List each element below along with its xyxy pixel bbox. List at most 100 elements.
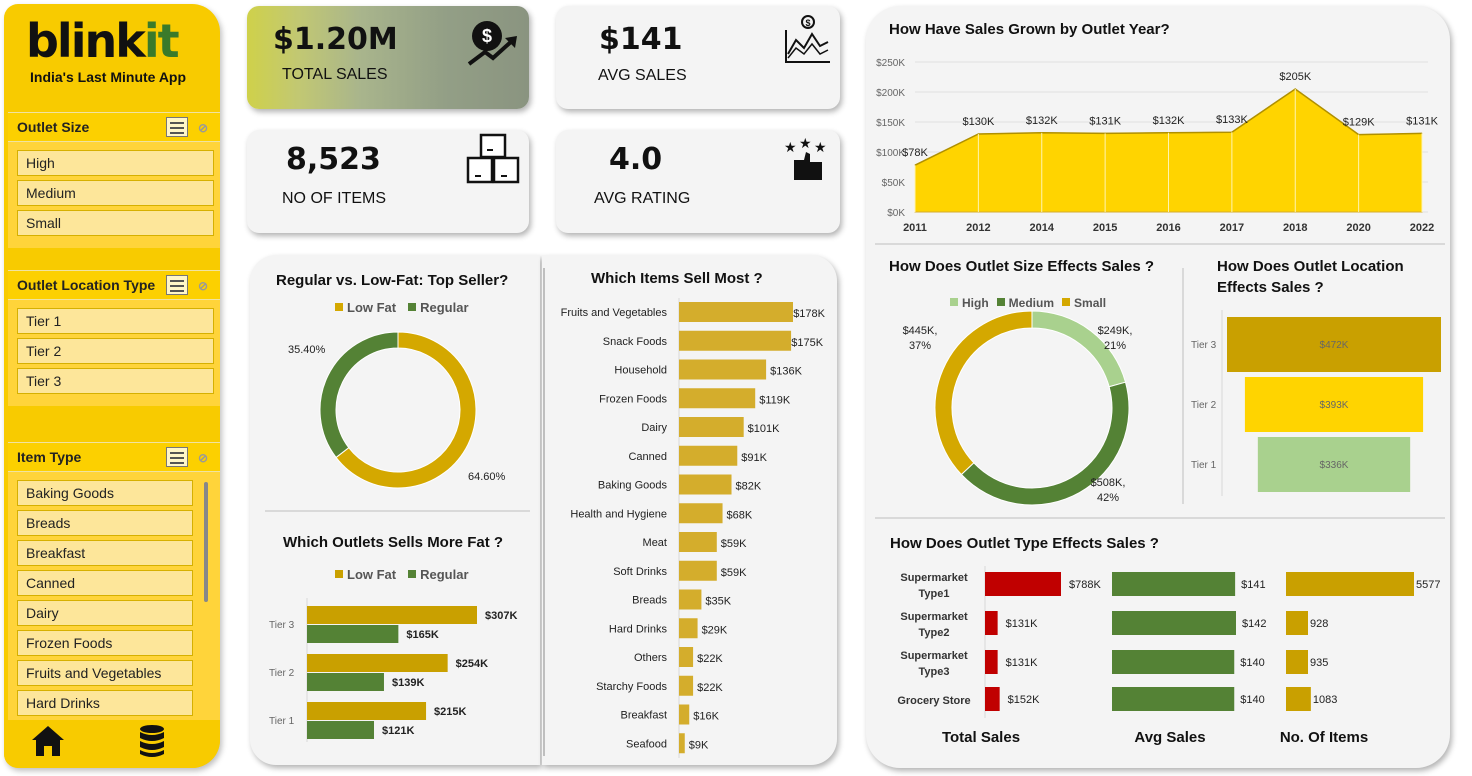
legend-swatch: [408, 570, 417, 578]
data-label: $165K: [406, 629, 438, 641]
data-label: $101K: [748, 423, 780, 435]
slicer-item-tier3[interactable]: Tier 3: [17, 368, 214, 394]
kpi-avg-sales: $141 AVG SALES $: [556, 6, 840, 109]
outlet-fat-bar-chart: Tier 3 $307K $165K Tier 2 $254K $139K Tier 1 $2…: [269, 598, 517, 742]
data-label: 35.40%: [288, 344, 326, 356]
bar-no-of-items: [1286, 572, 1414, 596]
slicer-item-tier1[interactable]: Tier 1: [17, 308, 214, 334]
items-bar-chart: Fruits and Vegetables $178K Snack Foods $17…: [561, 298, 826, 758]
legend-label: Medium: [1008, 296, 1055, 310]
slicer-scrollbar[interactable]: [204, 482, 208, 602]
data-label: 935: [1310, 657, 1328, 669]
slicer-item-baking-goods[interactable]: Baking Goods: [17, 480, 193, 506]
slicer-outlet-location: Outlet Location Type ⊘ Tier 1 Tier 2 Tie…: [8, 270, 220, 406]
category-label: Hard Drinks: [609, 623, 668, 635]
svg-text:★: ★: [814, 139, 827, 155]
data-label: $35K: [705, 596, 731, 608]
data-label: $78K: [902, 147, 928, 159]
legend-swatch: [335, 303, 343, 311]
bar-low-fat: [307, 702, 427, 720]
data-label: $59K: [721, 538, 747, 550]
multi-select-icon[interactable]: [166, 275, 188, 295]
slicer-header: Outlet Location Type ⊘: [8, 270, 220, 300]
multi-select-icon[interactable]: [166, 117, 188, 137]
data-label: $141: [1241, 579, 1265, 591]
category-label: Tier 3: [269, 620, 295, 631]
category-label: Others: [634, 652, 668, 664]
outlet-fat-legend: Low Fat Regular: [335, 567, 469, 582]
data-label: $121K: [382, 725, 414, 737]
blinkit-logo: blinkit: [26, 14, 180, 68]
size-donut-chart: $249K, 21% $508K, 42% $445K, 37%: [903, 310, 1132, 506]
items-chart-title: Which Items Sell Most ?: [591, 270, 763, 287]
column-title: Avg Sales: [1134, 729, 1205, 746]
slicer-item-breakfast[interactable]: Breakfast: [17, 540, 193, 566]
data-label: $205K: [1279, 71, 1311, 83]
clear-filter-icon[interactable]: ⊘: [198, 121, 209, 135]
legend-label: Small: [1074, 296, 1107, 310]
bar-item: [679, 388, 756, 409]
data-label: 37%: [909, 340, 931, 352]
kpi-label: AVG RATING: [594, 190, 691, 207]
category-label: Health and Hygiene: [570, 508, 667, 520]
data-label: $16K: [693, 711, 719, 723]
data-label: $215K: [434, 706, 466, 718]
slicer-item-frozen-foods[interactable]: Frozen Foods: [17, 630, 193, 656]
bar-item: [679, 474, 732, 495]
data-label: $9K: [689, 739, 709, 751]
bar-item: [679, 503, 723, 524]
category-label: Starchy Foods: [596, 681, 667, 693]
x-tick-label: 2022: [1410, 222, 1434, 234]
category-label: Grocery Store: [897, 695, 970, 707]
slicer-item-small[interactable]: Small: [17, 210, 214, 236]
fat-chart-title: Regular vs. Low-Fat: Top Seller?: [276, 272, 509, 289]
panel-divider: [1182, 268, 1184, 504]
data-label: $68K: [727, 509, 753, 521]
x-tick-label: 2012: [966, 222, 990, 234]
panel-divider: [875, 243, 1445, 245]
slicer-item-tier2[interactable]: Tier 2: [17, 338, 214, 364]
kpi-avg-rating: 4.0 AVG RATING ★ ★ ★: [556, 130, 840, 233]
data-label: $131K: [1006, 618, 1038, 630]
bar-regular: [307, 673, 384, 691]
slicer-item-breads[interactable]: Breads: [17, 510, 193, 536]
category-label: Dairy: [641, 422, 667, 434]
x-tick-label: 2020: [1346, 222, 1370, 234]
slicer-outlet-size: Outlet Size ⊘ High Medium Small: [8, 112, 220, 248]
category-label: Type2: [919, 627, 950, 639]
panel-divider: [543, 268, 545, 756]
slicer-item-high[interactable]: High: [17, 150, 214, 176]
location-funnel-chart: Tier 3 $472K Tier 2 $393K Tier 1 $336K: [1191, 310, 1441, 496]
legend-label: Low Fat: [347, 567, 397, 582]
data-label: $139K: [392, 677, 424, 689]
database-icon[interactable]: [138, 724, 166, 758]
data-label: $131K: [1406, 115, 1438, 127]
data-label: $142: [1242, 618, 1266, 630]
column-title: Total Sales: [942, 729, 1020, 746]
donut-slice-low-fat: [335, 331, 477, 489]
slicer-item-dairy[interactable]: Dairy: [17, 600, 193, 626]
boxes-icon: [466, 133, 520, 184]
category-label: Fruits and Vegetables: [561, 307, 668, 319]
data-label: $307K: [485, 610, 517, 622]
legend-label: Low Fat: [347, 300, 397, 315]
fat-donut-chart: 64.60% 35.40%: [288, 331, 506, 489]
kpi-value: $1.20M: [273, 22, 398, 57]
nav-bar: [4, 720, 220, 768]
data-label: 928: [1310, 618, 1328, 630]
slicer-item-medium[interactable]: Medium: [17, 180, 214, 206]
slicer-item-canned[interactable]: Canned: [17, 570, 193, 596]
slicer-item-fruits-veg[interactable]: Fruits and Vegetables: [17, 660, 193, 686]
location-chart-title: How Does Outlet Location: [1217, 258, 1404, 275]
clear-filter-icon[interactable]: ⊘: [198, 279, 209, 293]
multi-select-icon[interactable]: [166, 447, 188, 467]
type-chart-title: How Does Outlet Type Effects Sales ?: [890, 535, 1159, 552]
category-label: Supermarket: [900, 650, 968, 662]
data-label: $133K: [1216, 114, 1248, 126]
data-label: $140: [1240, 657, 1264, 669]
home-icon[interactable]: [30, 724, 66, 758]
data-label: $131K: [1089, 115, 1121, 127]
kpi-value: 8,523: [286, 142, 381, 177]
clear-filter-icon[interactable]: ⊘: [198, 451, 209, 465]
slicer-item-hard-drinks[interactable]: Hard Drinks: [17, 690, 193, 716]
